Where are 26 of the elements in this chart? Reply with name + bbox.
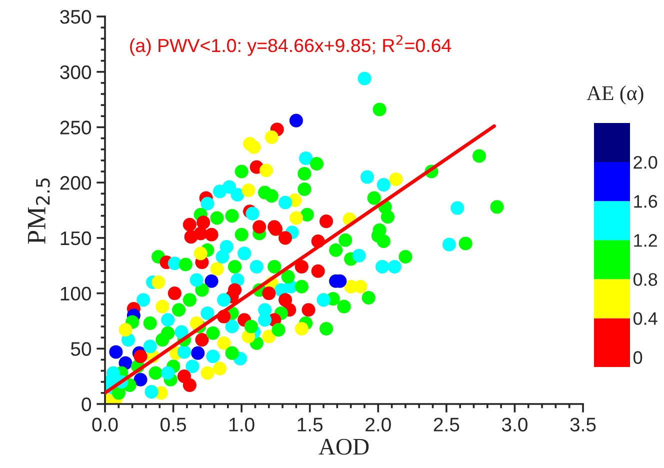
annotation: (a) PWV<1.0: y=84.66x+9.85; R$^{2}$=0.64 (130, 35, 452, 56)
y-axis-title: PM$_{2.5}$ (28, 178, 50, 244)
x-tick-label: 2.5 (434, 418, 460, 432)
y-tick-label: 50 (70, 342, 92, 356)
y-tick-label: 300 (60, 65, 92, 80)
y-tick-label: 200 (60, 176, 92, 190)
y-tick-label: 350 (60, 10, 92, 24)
x-tick-label: 3.5 (570, 418, 596, 432)
y-tick-label: 150 (60, 231, 92, 246)
y-tick-label: 250 (60, 120, 92, 134)
color-bar-label: 1.2 (634, 234, 657, 247)
y-tick-label: 100 (60, 286, 92, 301)
x-tick-label: 1.0 (230, 418, 254, 432)
color-bar-label: 1.6 (634, 195, 658, 208)
x-tick-label: 3.0 (502, 418, 528, 432)
color-bar-label: 0.4 (633, 312, 658, 325)
x-tick-label: 1.5 (298, 418, 323, 432)
color-bar-title: AE (α) (586, 86, 644, 104)
color-bar-label: 2.0 (634, 156, 658, 169)
x-tick-label: 2.0 (366, 418, 391, 432)
x-tick-label: 0.0 (92, 418, 118, 432)
x-axis-title: AOD (318, 438, 369, 455)
y-tick-label: 0 (82, 397, 92, 412)
x-tick-label: 0.5 (160, 418, 186, 432)
color-bar-label: 0 (633, 351, 642, 364)
color-bar-label: 0.8 (633, 273, 658, 286)
